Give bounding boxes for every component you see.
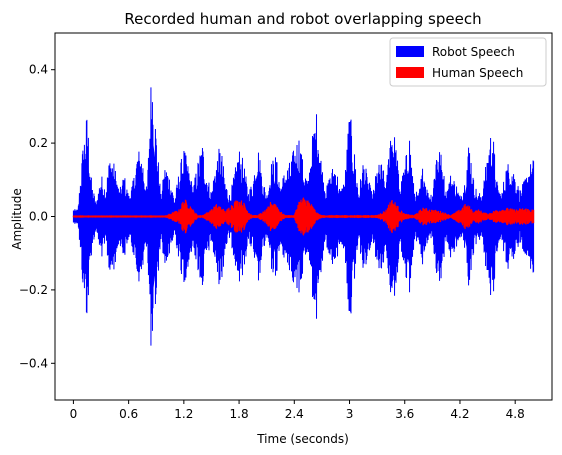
legend: Robot Speech Human Speech [389,37,547,87]
x-tick-label: 4.2 [450,407,469,421]
y-tick-label: 0.4 [29,63,48,77]
chart-title: Recorded human and robot overlapping spe… [124,10,481,28]
x-tick-label: 0 [70,407,78,421]
x-axis-label: Time (seconds) [256,432,349,446]
legend-label: Robot Speech [432,45,515,59]
x-axis: 0 0.6 1.2 1.8 2.4 3 3.6 4.2 4.8 [70,400,525,421]
legend-swatch [396,67,424,78]
y-axis: −0.4 −0.2 0.0 0.2 0.4 [19,63,55,370]
x-tick-label: 4.8 [506,407,525,421]
y-tick-label: −0.4 [19,356,48,370]
legend-box [389,37,547,87]
y-axis-label: Amplitude [10,188,24,250]
x-tick-label: 3 [346,407,354,421]
x-tick-label: 1.2 [174,407,193,421]
x-tick-label: 0.6 [119,407,138,421]
plot-area [72,87,535,346]
legend-label: Human Speech [432,66,523,80]
y-tick-label: 0.0 [29,210,48,224]
legend-swatch [396,46,424,57]
x-tick-label: 1.8 [230,407,249,421]
y-tick-label: 0.2 [29,136,48,150]
series-human-speech [72,197,535,236]
x-tick-label: 2.4 [285,407,304,421]
x-tick-label: 3.6 [395,407,414,421]
y-tick-label: −0.2 [19,283,48,297]
